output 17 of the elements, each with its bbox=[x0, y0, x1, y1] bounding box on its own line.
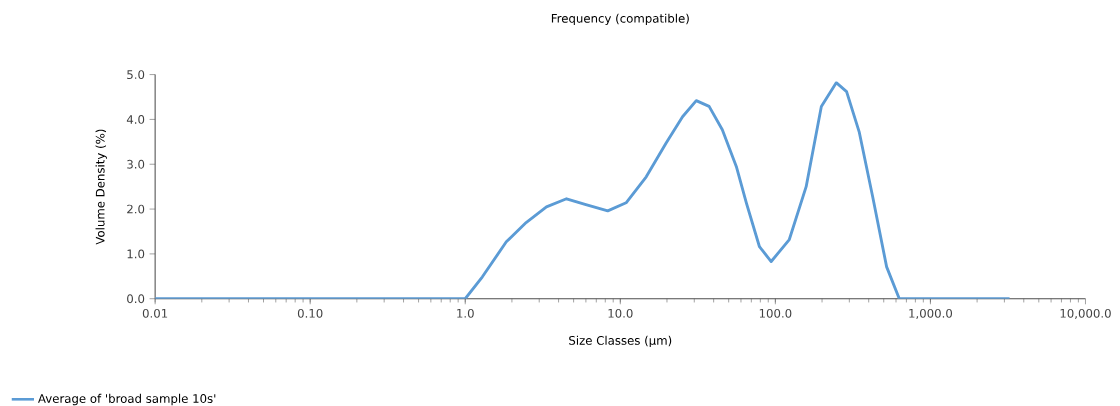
y-tick-label: 1.0 bbox=[127, 249, 145, 259]
x-tick-label: 100.0 bbox=[759, 308, 792, 318]
x-tick-label: 1.0 bbox=[457, 308, 474, 318]
legend-label: Average of 'broad sample 10s' bbox=[38, 393, 216, 406]
x-tick-label: 0.10 bbox=[297, 308, 323, 318]
x-tick-label: 10.0 bbox=[608, 308, 633, 318]
y-axis-title: Volume Density (%) bbox=[95, 129, 107, 245]
y-tick-label: 5.0 bbox=[127, 69, 145, 79]
y-tick-label: 0.0 bbox=[127, 294, 145, 303]
x-axis-title: Size Classes (µm) bbox=[569, 335, 672, 347]
x-tick-label: 10,000.0 bbox=[1060, 308, 1111, 319]
y-tick-label: 3.0 bbox=[127, 159, 145, 169]
x-tick-label: 1,000.0 bbox=[909, 308, 953, 319]
y-tick-label: 4.0 bbox=[126, 114, 145, 124]
chart-title: Frequency (compatible) bbox=[551, 13, 689, 25]
x-tick-label: 0.01 bbox=[142, 308, 168, 318]
y-tick-label: 2.0 bbox=[127, 204, 145, 214]
